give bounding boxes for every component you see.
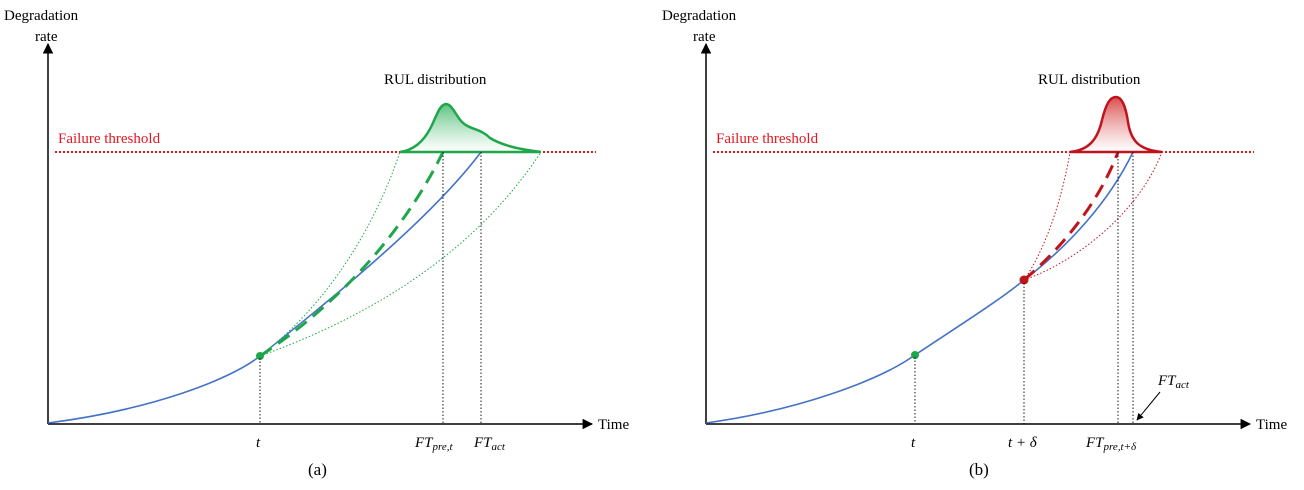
rul-distribution-label: RUL distribution (384, 72, 487, 88)
y-axis-label-line2: rate (693, 29, 716, 45)
upper-bound-curve (1023, 151, 1071, 281)
panel-caption: (b) (969, 460, 989, 479)
ft-act-pointer-arrow (1136, 391, 1161, 421)
rul-distribution-label: RUL distribution (1038, 72, 1141, 88)
lower-bound-curve (259, 151, 542, 357)
predicted-curve (1023, 151, 1120, 282)
rul-distribution (399, 102, 542, 154)
previous-point (911, 351, 919, 359)
upper-bound-curve (259, 151, 401, 357)
actual-degradation-curve (705, 151, 1134, 424)
y-axis-label-line1: Degradation (4, 8, 79, 24)
current-point (1019, 275, 1029, 285)
panel-caption: (a) (308, 460, 327, 479)
current-point (256, 352, 264, 360)
failure-threshold-label: Failure threshold (716, 131, 819, 147)
y-axis-label-line2: rate (35, 29, 58, 45)
tick-label-t-delta: t + δ (1008, 435, 1038, 451)
tick-label-ft-pre: FTpre,t+δ (1085, 435, 1137, 453)
x-axis-label: Time (598, 417, 629, 433)
tick-label-ft-pre: FTpre,t (414, 435, 454, 453)
tick-label-t: t (256, 435, 261, 451)
x-axis-label: Time (1256, 417, 1287, 433)
tick-label-ft-act: FTact (473, 435, 506, 453)
tick-label-ft-act: FTact (1157, 373, 1190, 391)
panel-a: Degradation rate Time Failure threshold … (4, 8, 629, 479)
rul-distribution (1069, 95, 1163, 154)
tick-label-t: t (911, 435, 916, 451)
lower-bound-curve (1023, 151, 1163, 281)
panel-b: Degradation rate Time Failure threshold … (662, 8, 1287, 479)
failure-threshold-label: Failure threshold (58, 131, 161, 147)
predicted-curve (259, 151, 445, 358)
y-axis-label-line1: Degradation (662, 8, 737, 24)
actual-degradation-curve (47, 151, 482, 424)
